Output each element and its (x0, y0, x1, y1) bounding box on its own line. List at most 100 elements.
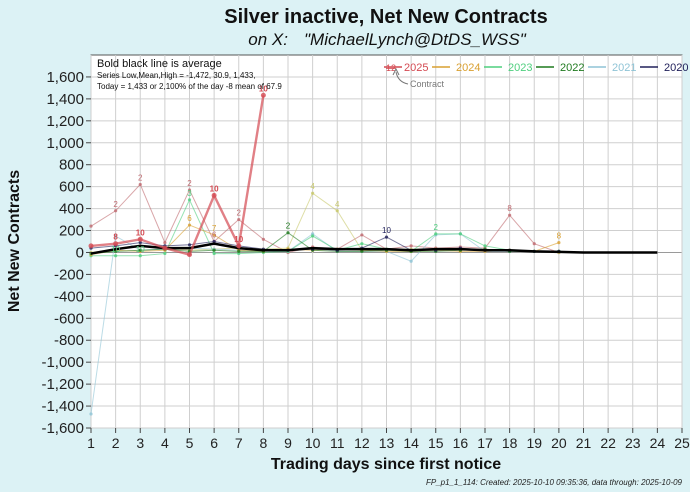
x-tick-label: 22 (600, 435, 616, 451)
data-point-2025 (236, 243, 242, 249)
annotation-line-2: Series Low,Mean,High = -1,472, 30.9, 1,4… (97, 71, 256, 80)
data-point-2019 (532, 242, 536, 246)
data-label-2019: 2 (113, 200, 118, 209)
chart-subtitle-handle: "MichaelLynch@DtDS_WSS" (304, 30, 527, 49)
y-tick-label: -1,400 (41, 398, 84, 415)
contract-arrowhead-icon (392, 67, 400, 76)
y-tick-label: -1,000 (41, 354, 84, 371)
legend-marker-label: 12 (386, 63, 396, 73)
data-label-2023: 2 (434, 223, 439, 232)
y-tick-label: 1,600 (46, 69, 84, 86)
data-point-2019 (508, 213, 512, 217)
data-point-2025 (137, 236, 143, 242)
y-tick-label: -1,600 (41, 420, 84, 437)
y-tick-label: -200 (54, 266, 84, 283)
y-tick-label: 1,400 (46, 91, 84, 108)
data-point-2023 (458, 232, 462, 236)
data-label-2022: 2 (286, 222, 291, 231)
y-tick-label: 1,000 (46, 135, 84, 152)
data-point-2020 (187, 243, 192, 247)
data-label-2020: 10 (382, 226, 391, 235)
x-tick-label: 6 (210, 435, 218, 451)
data-label-2019: 2 (237, 209, 242, 218)
data-label-2023: 10 (136, 245, 145, 254)
contract-arrow-icon (395, 71, 409, 85)
contract-note-text: Contract (410, 79, 445, 89)
data-point-2025 (187, 252, 192, 258)
annotation-line-1: Bold black line is average (97, 58, 222, 70)
x-tick-label: 23 (625, 435, 641, 451)
x-tick-label: 11 (330, 435, 345, 451)
y-tick-label: 1,200 (46, 113, 84, 130)
data-label-2018: 4 (335, 200, 340, 209)
legend-label-2024: 2024 (456, 62, 480, 74)
x-tick-label: 8 (259, 435, 267, 451)
series-line-2023 (91, 198, 559, 257)
data-label-2025: 10 (234, 235, 243, 244)
series-line-average (90, 242, 658, 255)
x-tick-label: 14 (403, 435, 419, 451)
x-tick-label: 12 (354, 435, 370, 451)
legend-label-2025: 2025 (404, 62, 428, 74)
y-tick-label: -600 (54, 310, 84, 327)
data-label-2025: 10 (259, 84, 268, 93)
y-tick-label: 600 (59, 179, 84, 196)
data-label-2023: 3 (187, 189, 192, 198)
x-axis-ticks: 1 2 3 4 5 6 7 8 9 10 11 12 13 14 15 16 17 18 19 20 21 22 23 24 2… (87, 428, 690, 451)
data-point-2023 (483, 244, 487, 248)
x-tick-label: 7 (235, 435, 243, 451)
x-tick-label: 15 (428, 435, 444, 451)
y-tick-label: 200 (59, 223, 84, 240)
legend-label-2022: 2022 (560, 62, 584, 74)
x-tick-label: 9 (284, 435, 292, 451)
x-tick-label: 20 (551, 435, 567, 451)
data-point-2024 (557, 240, 561, 245)
x-tick-label: 18 (502, 435, 518, 451)
data-point-2019 (163, 240, 167, 245)
data-point-2020 (212, 239, 216, 244)
data-point-2023 (360, 242, 364, 246)
data-point-2023 (138, 254, 142, 258)
y-axis-label: Net New Contracts (6, 170, 23, 312)
data-point-2023 (212, 251, 216, 256)
data-label-2024: 7 (212, 224, 217, 233)
y-tick-label: 0 (76, 244, 84, 261)
x-tick-label: 1 (87, 435, 95, 451)
data-point-2022 (360, 249, 364, 253)
x-tick-label: 24 (650, 435, 666, 451)
legend: 12 2025 2024 2023 2022 2021 2020 (384, 62, 688, 74)
data-point-2022 (212, 248, 216, 252)
data-label-2023: 10 (111, 245, 120, 254)
y-tick-label: 400 (59, 201, 84, 218)
data-point-2019 (360, 233, 364, 237)
data-point-2022 (138, 248, 142, 252)
data-point-2023 (163, 251, 167, 256)
data-point-2025 (162, 245, 168, 251)
series-layer (88, 92, 658, 416)
data-point-2020 (138, 240, 142, 245)
x-tick-label: 2 (112, 435, 120, 451)
x-tick-label: 19 (526, 435, 542, 451)
chart-title: Silver inactive, Net New Contracts (224, 6, 547, 28)
x-tick-label: 4 (161, 435, 169, 451)
data-label-2019: 6 (212, 231, 217, 240)
data-point-2018 (335, 209, 339, 213)
data-label-2019: 2 (187, 179, 192, 188)
footer-text: FP_p1_1_114: Created: 2025-10-10 09:35:3… (426, 478, 683, 487)
x-tick-label: 10 (305, 435, 321, 451)
data-point-2019 (261, 237, 265, 241)
y-tick-label: -800 (54, 332, 84, 349)
y-axis-ticks: -1,600 -1,400 -1,200 -1,000 -800 -600 -400 -200… (41, 69, 91, 437)
data-label-2018: 4 (310, 182, 315, 191)
data-point-2021 (409, 259, 413, 263)
data-point-2021 (89, 412, 93, 416)
data-label-2024: 6 (187, 214, 192, 223)
data-point-2021 (114, 234, 118, 238)
data-point-2023 (311, 234, 315, 238)
data-point-2022 (286, 231, 290, 235)
data-point-2019 (89, 224, 93, 228)
x-tick-label: 5 (186, 435, 194, 451)
legend-contract-note: Contract (392, 67, 445, 89)
data-point-2019 (187, 188, 192, 192)
